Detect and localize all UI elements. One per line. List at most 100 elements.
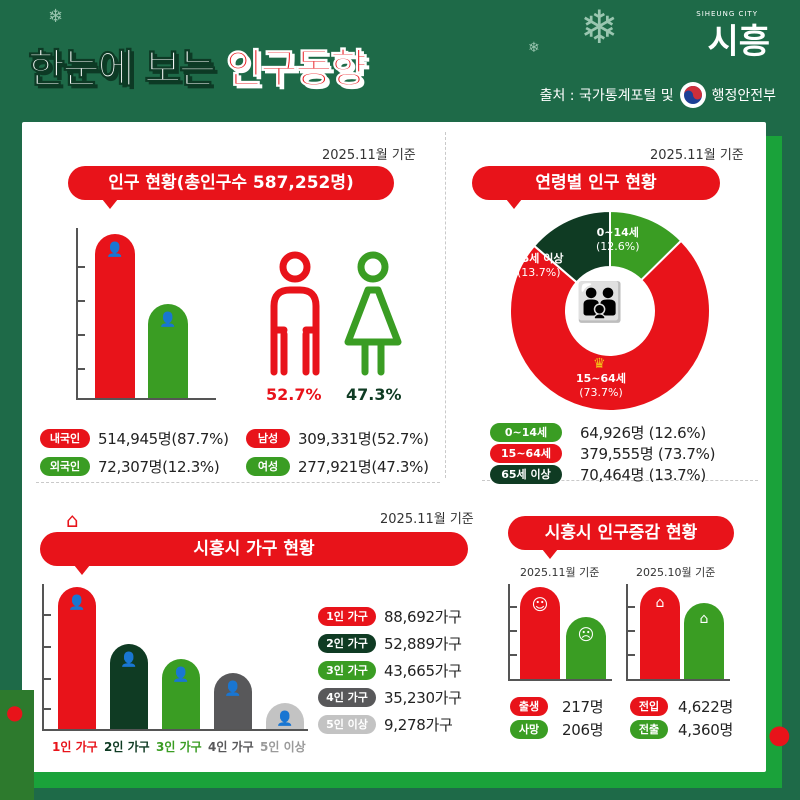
source-org: 행정안전부 [711,88,776,104]
population-date: 2025.11월 기준 [322,148,416,163]
snowflake-icon: ❄ [48,6,64,27]
death-row: 사망 206명 [510,719,604,740]
household-title: 시흥시 가구 현황 [40,532,468,575]
household-axis [42,584,51,730]
household-axis-label: 4인 가구 [208,740,254,754]
household-axis-label: 1인 가구 [52,740,98,754]
age-value-child: 64,926명 (12.6%) [580,424,706,442]
domestic-tag: 내국인 [40,429,90,448]
household-bar: 👤 [214,673,252,729]
page-title-white: 한눈에 보는 [28,46,217,93]
donut-hole [566,267,654,355]
bar-birth: ☺ [520,587,560,679]
person-icon: 👤 [159,312,177,328]
household-bar: 👤 [162,659,200,729]
donut-label-working: 15~64세 (73.7%) [576,372,626,400]
smile-face-icon: ☺ [531,595,549,614]
age-tag-senior: 65세 이상 [490,465,562,484]
migration-baseline [626,679,730,681]
divider [445,132,446,478]
female-tag: 여성 [246,457,290,476]
page-title-red: 인구동향 [225,46,367,93]
population-baseline [76,398,216,400]
household-bar: 👤 [266,703,304,729]
bar-domestic: 👤 [95,234,135,398]
birth-value: 217명 [562,698,604,716]
male-tag: 남성 [246,429,290,448]
household-row: 2인 가구 52,889가구 [318,633,462,654]
foreign-value: 72,307명(12.3%) [98,458,220,476]
age-donut-chart [509,209,711,412]
natural-date: 2025.11월 기준 [520,566,600,579]
sad-face-icon: ☹ [577,625,595,644]
ornament-icon: ● [768,720,791,750]
move-in-tag: 전입 [630,697,668,716]
death-tag: 사망 [510,720,548,739]
person-icon: 👤 [68,595,86,611]
city-logo-caption: SIHEUNG CITY [696,10,758,18]
birth-row: 출생 217명 [510,696,604,717]
birth-tag: 출생 [510,697,548,716]
age-tag-working: 15~64세 [490,444,562,463]
age-row-child: 0~14세 64,926명 (12.6%) [490,422,706,443]
source-line: 출처 : 국가통계포털 및 행정안전부 [540,82,776,108]
age-value-senior: 70,464명 (13.7%) [580,466,706,484]
household-bar: 👤 [58,587,96,729]
foreign-tag: 외국인 [40,457,90,476]
donut-label-senior-pct: (13.7%) [516,266,561,279]
male-percent: 52.7% [266,385,322,404]
age-value-working: 379,555명 (73.7%) [580,445,716,463]
crown-icon: ♛ [593,356,606,372]
domestic-row: 내국인 514,945명(87.7%) [40,428,229,449]
house-out-icon: ⌂ [699,611,709,627]
house-icon: ⌂ [66,508,79,532]
move-out-row: 전출 4,360명 [630,719,733,740]
household-axis-label: 2인 가구 [104,740,150,754]
age-row-senior: 65세 이상 70,464명 (13.7%) [490,464,706,485]
bar-move-out: ⌂ [684,603,724,679]
person-icon: 👤 [276,711,294,727]
household-baseline [42,729,308,731]
donut-label-child-pct: (12.6%) [596,240,640,253]
person-icon: 👤 [224,681,242,697]
household-tag: 5인 이상 [318,715,376,734]
move-in-value: 4,622명 [678,698,733,716]
household-value: 9,278가구 [384,716,453,734]
migration-date: 2025.10월 기준 [636,566,716,579]
household-row: 5인 이상 9,278가구 [318,714,462,735]
household-row: 1인 가구 88,692가구 [318,606,462,627]
household-date: 2025.11월 기준 [380,512,474,527]
move-in-row: 전입 4,622명 [630,696,733,717]
move-out-tag: 전출 [630,720,668,739]
male-row: 남성 309,331명(52.7%) [246,428,429,449]
snowflake-icon: ❄ [528,40,540,56]
donut-label-child-name: 0~14세 [596,226,639,239]
foreign-row: 외국인 72,307명(12.3%) [40,456,220,477]
age-row-working: 15~64세 379,555명 (73.7%) [490,443,715,464]
household-tag: 4인 가구 [318,688,376,707]
household-axis-label: 5인 이상 [260,740,306,754]
decor-left [0,690,34,800]
natural-baseline [508,679,612,681]
household-tag: 3인 가구 [318,661,376,680]
person-icon: 👤 [120,652,138,668]
person-icon: 👤 [172,667,190,683]
donut-label-working-pct: (73.7%) [579,386,623,399]
female-row: 여성 277,921명(47.3%) [246,456,429,477]
household-value: 35,230가구 [384,689,462,707]
household-axis-label: 3인 가구 [156,740,202,754]
change-title: 시흥시 인구증감 현황 [508,516,734,559]
household-list: 1인 가구 88,692가구 2인 가구 52,889가구 3인 가구 43,665가구 4… [318,606,462,741]
age-date: 2025.11월 기준 [650,148,744,163]
male-value: 309,331명(52.7%) [298,430,429,448]
taegeuk-icon [679,82,706,108]
family-icon: 👪 [576,280,624,324]
household-tag: 1인 가구 [318,607,376,626]
household-row: 3인 가구 43,665가구 [318,660,462,681]
divider [36,482,440,483]
population-title: 인구 현황(총인구수 587,252명) [68,166,394,209]
natural-axis [508,584,517,680]
population-axis [76,228,85,400]
female-figure-icon [344,251,402,376]
source-text: 출처 : 국가통계포털 및 [539,88,674,104]
